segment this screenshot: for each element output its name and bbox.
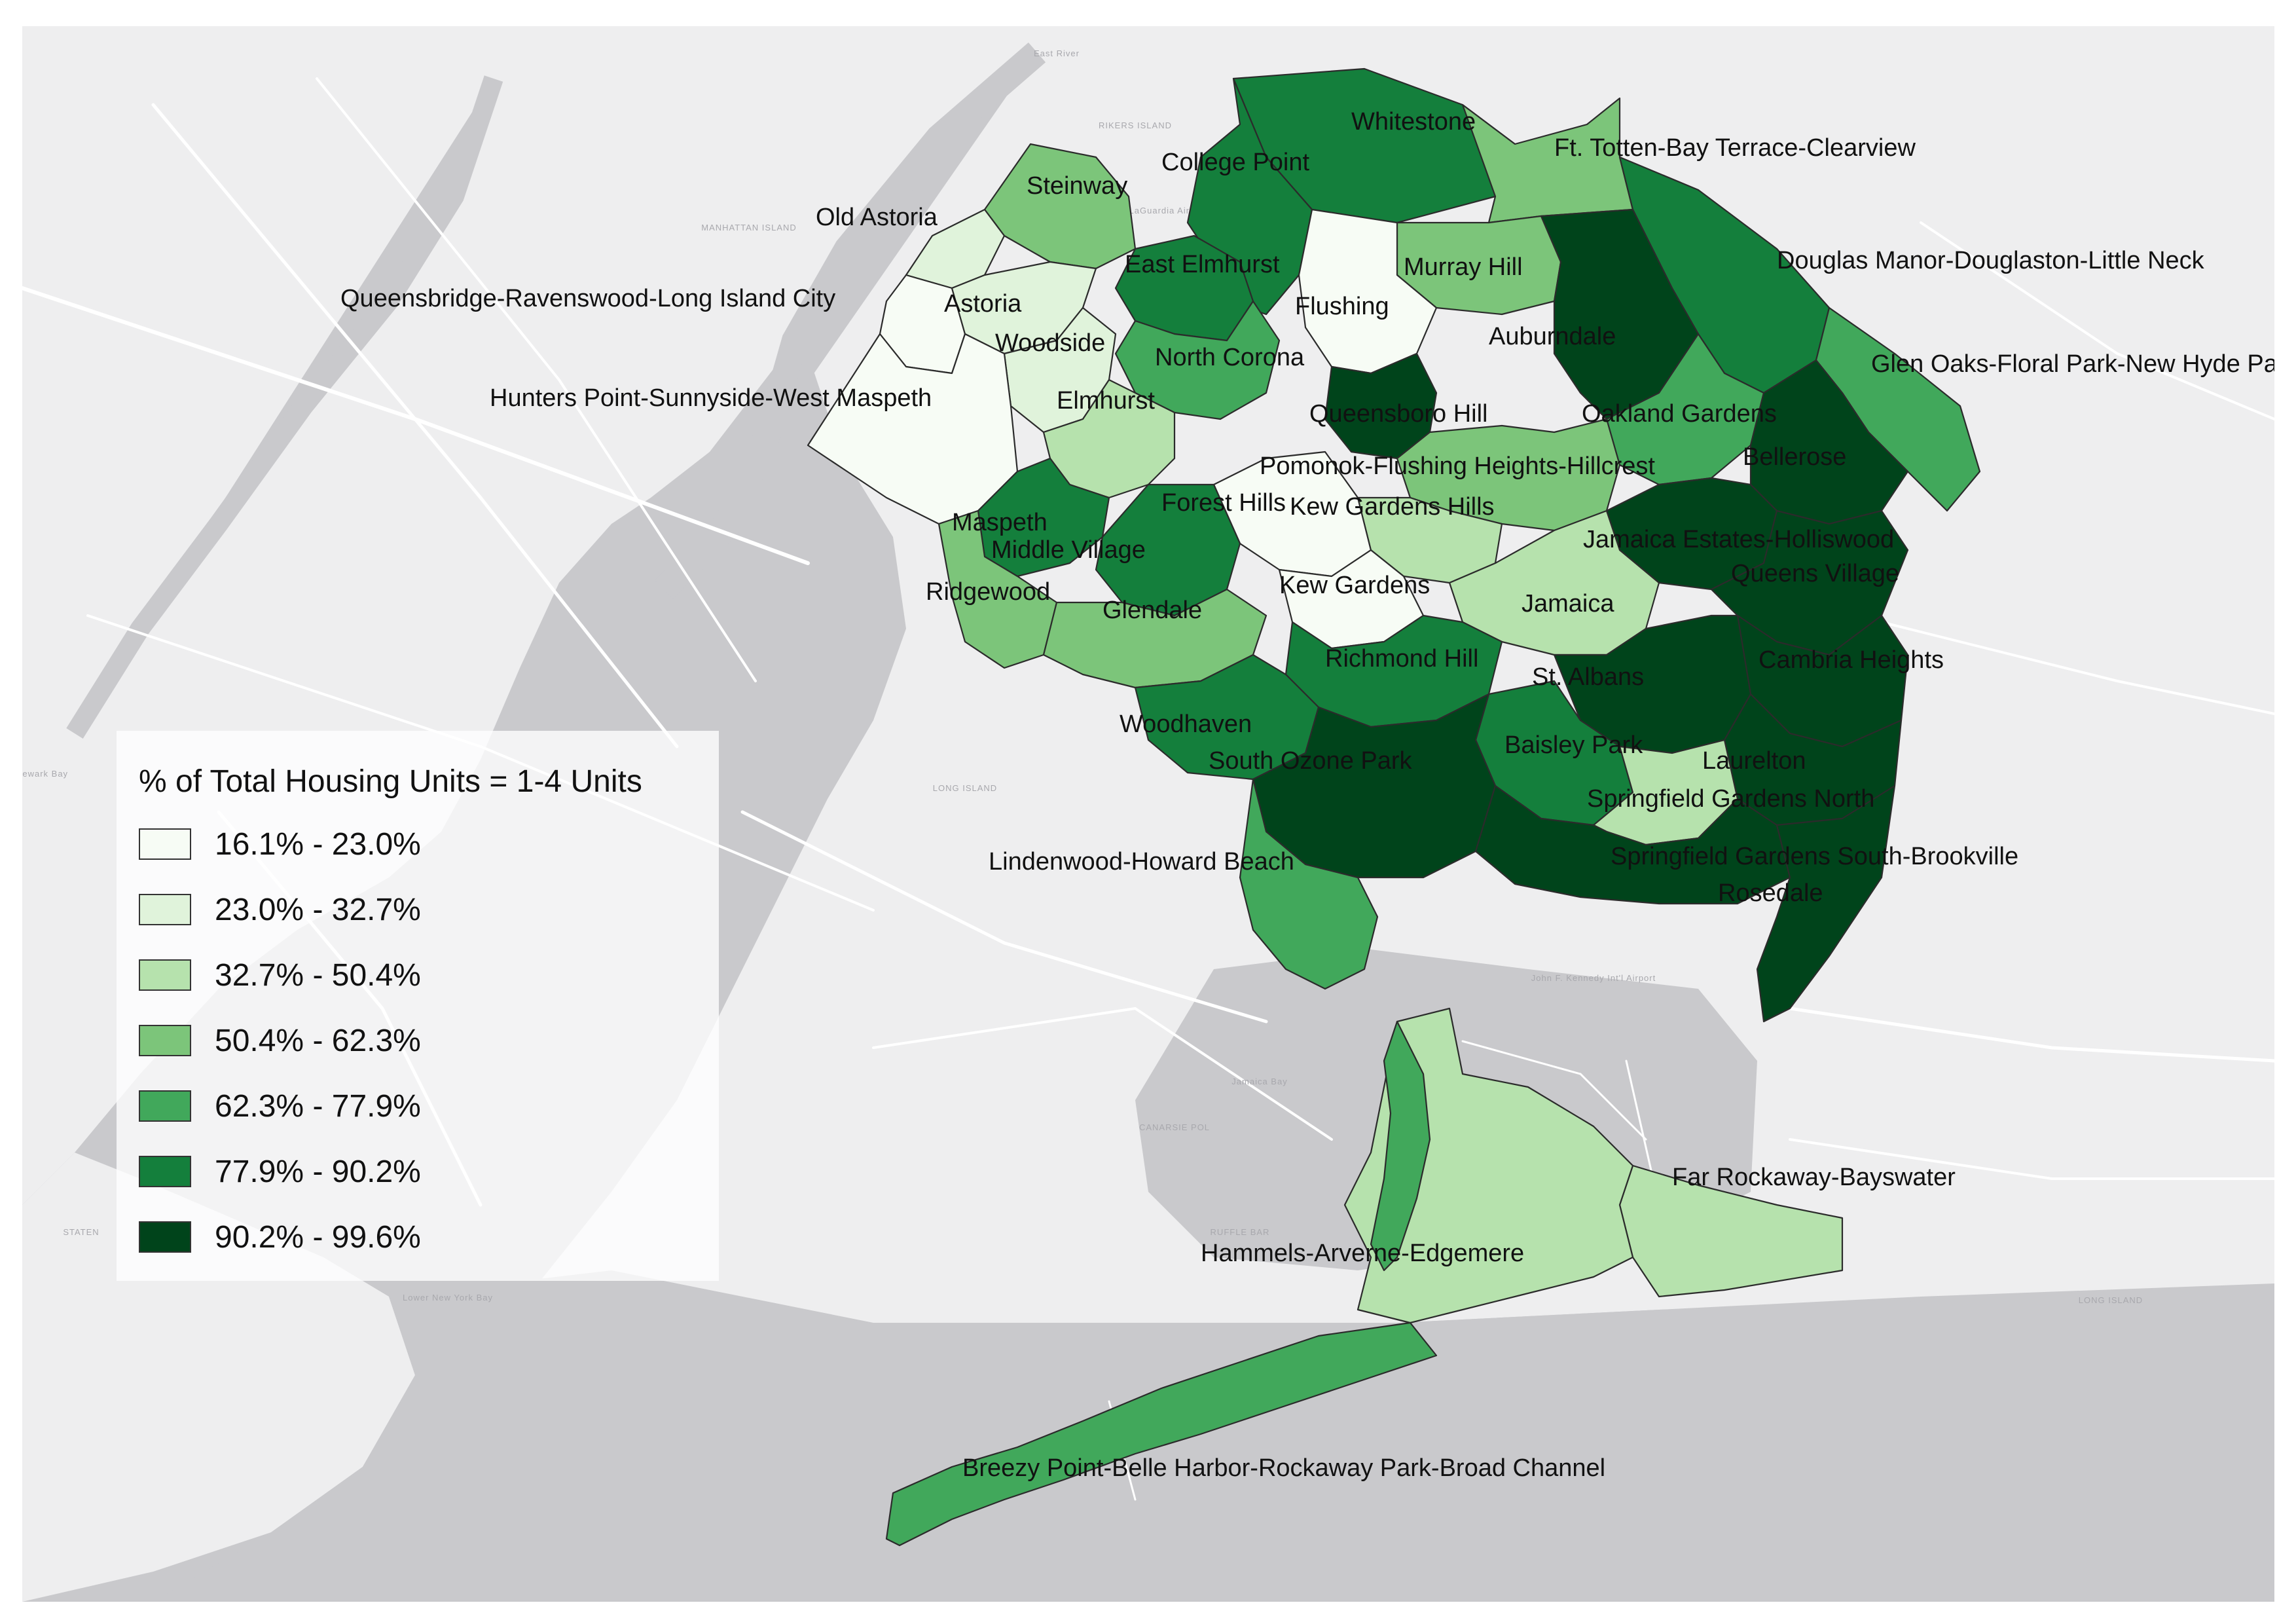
nta-breezy-point-belle-harbor-rockaway-park-broad-channel[interactable] xyxy=(885,1321,1438,1547)
nta-label: Kew Gardens xyxy=(1279,572,1430,599)
nta-label: Lindenwood-Howard Beach xyxy=(989,848,1294,876)
legend-swatch xyxy=(139,828,191,860)
nta-label: Breezy Point-Belle Harbor-Rockaway Park-… xyxy=(962,1454,1605,1482)
nta-label: Bellerose xyxy=(1743,443,1846,471)
nta-label: Glen Oaks-Floral Park-New Hyde Park xyxy=(1871,350,2274,378)
nta-hunters-point-sunnyside-west-maspeth[interactable] xyxy=(807,333,1019,525)
nta-label: Woodhaven xyxy=(1120,710,1252,738)
nta-label: Hunters Point-Sunnyside-West Maspeth xyxy=(490,384,932,412)
nta-lindenwood-howard-beach[interactable] xyxy=(1239,778,1379,990)
basemap-label: Jamaica Bay xyxy=(1231,1077,1287,1086)
nta-label: Middle Village xyxy=(991,536,1146,564)
nta-label: North Corona xyxy=(1155,344,1305,371)
legend-swatch xyxy=(139,1025,191,1056)
basemap-label: Lower New York Bay xyxy=(403,1293,493,1302)
legend-label: 16.1% - 23.0% xyxy=(215,826,421,862)
nta-label: Springfield Gardens North xyxy=(1587,785,1874,813)
nta-label: Douglas Manor-Douglaston-Little Neck xyxy=(1777,247,2205,274)
legend-label: 77.9% - 90.2% xyxy=(215,1154,421,1189)
basemap-label: John F. Kennedy Int'l Airport xyxy=(1531,973,1656,983)
nta-label: Springfield Gardens South-Brookville xyxy=(1611,843,2018,870)
nta-north-corona[interactable] xyxy=(1114,300,1281,420)
nta-springfield-gardens-south-brookville[interactable] xyxy=(1474,784,1791,905)
nta-label: Jamaica xyxy=(1522,590,1614,618)
legend-swatch xyxy=(139,1221,191,1253)
legend-item: 23.0% - 32.7% xyxy=(139,892,421,927)
basemap-label: LONG ISLAND xyxy=(933,783,997,793)
nta-label: Old Astoria xyxy=(816,204,938,231)
map-frame[interactable]: East River RIKERS ISLAND MANHATTAN ISLAN… xyxy=(22,26,2274,1602)
nta-label: Flushing xyxy=(1295,293,1389,320)
nta-label: Laurelton xyxy=(1702,747,1806,775)
nta-label: Richmond Hill xyxy=(1325,645,1478,673)
nta-label: Far Rockaway-Bayswater xyxy=(1672,1164,1956,1191)
legend-item: 90.2% - 99.6% xyxy=(139,1219,421,1255)
nta-rosedale[interactable] xyxy=(1756,784,1896,1023)
choropleth-layer xyxy=(807,67,1981,1547)
nta-label: Cambria Heights xyxy=(1758,646,1944,674)
basemap-label: STATEN xyxy=(63,1227,99,1237)
nta-label: Oakland Gardens xyxy=(1582,400,1777,428)
nta-label: Woodside xyxy=(995,329,1105,357)
legend-label: 62.3% - 77.9% xyxy=(215,1088,421,1124)
nta-label: Pomonok-Flushing Heights-Hillcrest xyxy=(1260,452,1655,480)
nta-label: Kew Gardens Hills xyxy=(1290,493,1495,521)
basemap-label: RIKERS ISLAND xyxy=(1099,120,1172,130)
nta-kew-gardens-hills[interactable] xyxy=(1357,496,1503,584)
legend-swatch xyxy=(139,959,191,991)
nta-label: Elmhurst xyxy=(1057,387,1155,415)
nta-label: Ft. Totten-Bay Terrace-Clearview xyxy=(1554,134,1916,162)
nta-label: Astoria xyxy=(944,290,1022,318)
legend: % of Total Housing Units = 1-4 Units 16.… xyxy=(117,731,719,1281)
basemap-label: CANARSIE POL xyxy=(1139,1122,1210,1132)
east-river xyxy=(654,42,1046,599)
legend-label: 50.4% - 62.3% xyxy=(215,1023,421,1058)
nta-label: Forest Hills xyxy=(1161,489,1286,517)
label-layer: Whitestone College Point Ft. Totten-Bay … xyxy=(340,108,2274,1482)
legend-title: % of Total Housing Units = 1-4 Units xyxy=(139,764,642,799)
basemap-label: RUFFLE BAR xyxy=(1211,1227,1270,1237)
basemap-label: Newark Bay xyxy=(22,769,68,779)
legend-item: 50.4% - 62.3% xyxy=(139,1023,421,1058)
legend-item: 16.1% - 23.0% xyxy=(139,826,421,862)
nta-label: Jamaica Estates-Holliswood xyxy=(1583,526,1894,553)
nta-label: St. Albans xyxy=(1532,663,1644,691)
nta-label: Whitestone xyxy=(1351,108,1476,136)
nta-label: Queensbridge-Ravenswood-Long Island City xyxy=(340,285,835,312)
basemap-label: LONG ISLAND xyxy=(2079,1295,2143,1305)
nta-broad-channel-island[interactable] xyxy=(1370,1020,1431,1272)
nta-label: Maspeth xyxy=(952,509,1048,536)
nta-label: East Elmhurst xyxy=(1125,251,1280,278)
nta-label: Hammels-Arverne-Edgemere xyxy=(1201,1240,1524,1267)
legend-swatch xyxy=(139,1156,191,1187)
nta-label: South Ozone Park xyxy=(1209,747,1413,775)
legend-label: 23.0% - 32.7% xyxy=(215,892,421,927)
nta-label: Rosedale xyxy=(1718,879,1823,907)
legend-item: 32.7% - 50.4% xyxy=(139,957,421,993)
nta-label: Ridgewood xyxy=(926,578,1050,606)
basemap-label: LaGuardia Airport xyxy=(1129,206,1207,215)
nta-label: Queens Village xyxy=(1731,560,1899,587)
nta-label: Baisley Park xyxy=(1504,731,1643,759)
basemap-label: East River xyxy=(1034,48,1080,58)
legend-label: 90.2% - 99.6% xyxy=(215,1219,421,1255)
legend-item: 77.9% - 90.2% xyxy=(139,1154,421,1189)
harlem-river xyxy=(66,75,503,739)
legend-item: 62.3% - 77.9% xyxy=(139,1088,421,1124)
nta-label: Glendale xyxy=(1102,597,1202,624)
basemap-label: MANHATTAN ISLAND xyxy=(701,223,797,232)
map-canvas[interactable]: East River RIKERS ISLAND MANHATTAN ISLAN… xyxy=(22,26,2274,1602)
nta-label: Queensboro Hill xyxy=(1309,400,1487,428)
legend-swatch xyxy=(139,1090,191,1122)
nta-label: Steinway xyxy=(1027,172,1127,200)
nta-label: Murray Hill xyxy=(1404,253,1523,281)
legend-swatch xyxy=(139,894,191,925)
nta-label: College Point xyxy=(1161,149,1309,176)
nta-label: Auburndale xyxy=(1489,323,1616,350)
legend-label: 32.7% - 50.4% xyxy=(215,957,421,993)
lower-bay xyxy=(153,1270,2274,1602)
